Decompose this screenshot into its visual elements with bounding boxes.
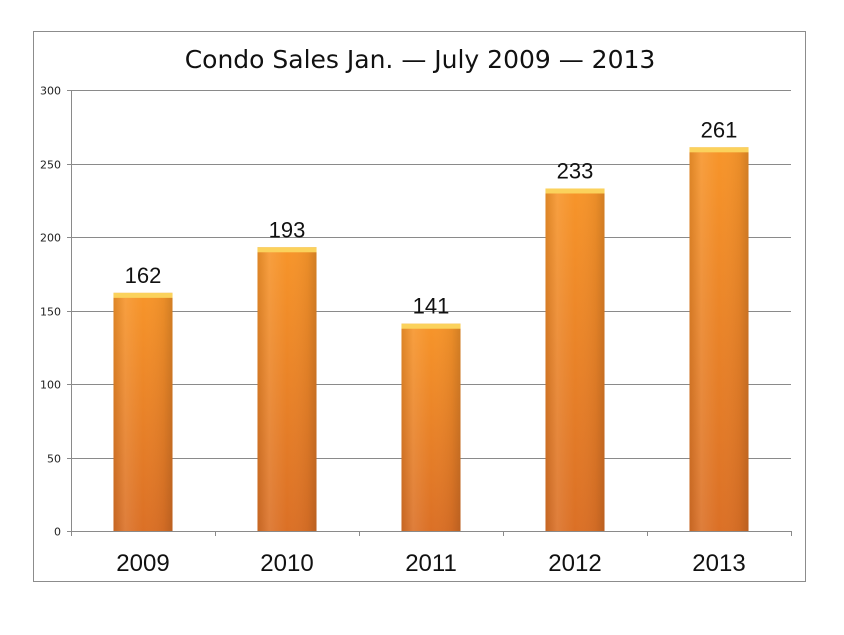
x-tick-label: 2009 — [116, 550, 169, 577]
bar-top-cap — [689, 147, 749, 153]
x-tick-label: 2011 — [405, 550, 457, 577]
x-tick-label: 2013 — [692, 550, 745, 577]
data-label: 193 — [269, 217, 306, 242]
gridlines — [71, 90, 791, 459]
data-label: 141 — [413, 294, 450, 319]
bar-shading — [401, 323, 461, 531]
bar-2009 — [113, 292, 173, 531]
y-tick-label: 300 — [40, 85, 61, 98]
bar-2010 — [257, 247, 317, 532]
y-tick-label: 200 — [40, 232, 61, 245]
bar-2012 — [545, 188, 605, 532]
chart-title: Condo Sales Jan. — July 2009 — 2013 — [185, 45, 656, 74]
y-tick-label: 250 — [40, 159, 61, 172]
bar-shading — [545, 188, 605, 532]
x-axis-tick-labels: 2009 2010 2011 2012 2013 — [116, 550, 745, 577]
data-label: 162 — [125, 263, 162, 288]
bar-2013 — [689, 147, 749, 531]
bar-shading — [689, 147, 749, 531]
data-label: 261 — [701, 117, 738, 142]
y-tick-label: 100 — [40, 379, 61, 392]
bar-2011 — [401, 323, 461, 531]
y-tick-label: 150 — [40, 306, 61, 319]
bar-top-cap — [257, 247, 317, 253]
bar-top-cap — [113, 292, 173, 298]
y-tick-label: 0 — [54, 526, 61, 539]
x-tick-label: 2012 — [548, 550, 601, 577]
y-axis-tick-labels: 0 50 100 150 200 250 300 — [40, 85, 61, 539]
bar-shading — [113, 292, 173, 531]
axes — [67, 90, 792, 536]
bar-top-cap — [401, 323, 461, 329]
data-labels: 162 193 141 233 261 — [125, 117, 738, 318]
bar-shading — [257, 247, 317, 532]
data-label: 233 — [557, 158, 594, 183]
bar-top-cap — [545, 188, 605, 194]
x-tick-label: 2010 — [260, 550, 313, 577]
y-tick-label: 50 — [47, 453, 61, 466]
bars — [113, 147, 749, 532]
